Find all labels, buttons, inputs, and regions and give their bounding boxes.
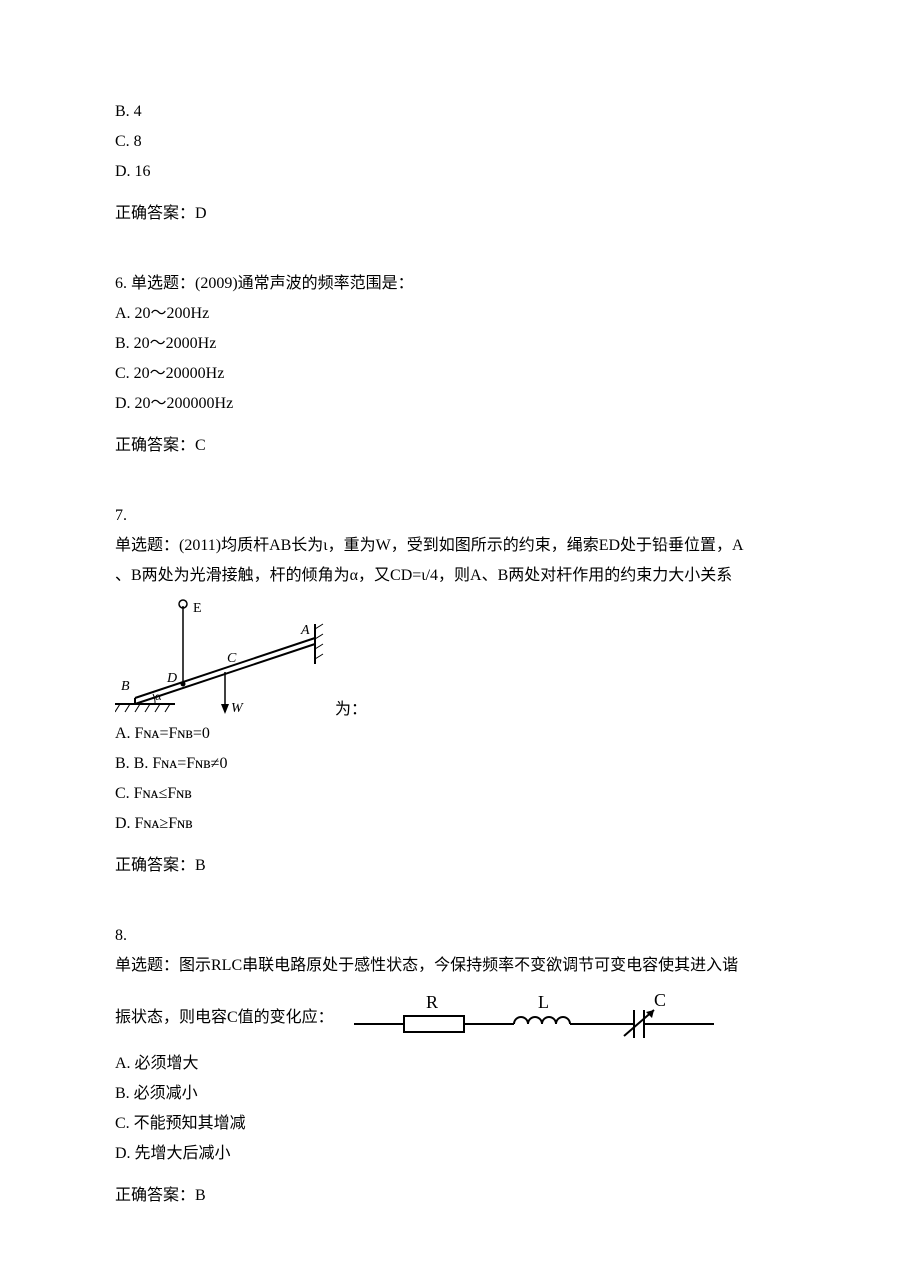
q-prev-option-c: C. 8	[115, 130, 805, 154]
q-prev-option-d: D. 16	[115, 160, 805, 184]
svg-text:A: A	[300, 623, 310, 638]
q8-option-c: C. 不能预知其增减	[115, 1112, 805, 1136]
q6-option-b: B. 20～2000Hz	[115, 332, 805, 356]
q6-stem: 6. 单选题：(2009)通常声波的频率范围是：	[115, 272, 805, 296]
q7-answer: 正确答案：B	[115, 854, 805, 878]
q8-option-d: D. 先增大后减小	[115, 1142, 805, 1166]
q7-option-c: C. Fɴᴀ≤Fɴʙ	[115, 782, 805, 806]
svg-text:α: α	[155, 689, 162, 703]
q6-option-d: D. 20～200000Hz	[115, 392, 805, 416]
q7-stem-line2: 、B两处为光滑接触，杆的倾角为α，又CD=ι/4，则A、B两处对杆作用的约束力大…	[115, 564, 805, 588]
q6-option-c: C. 20～20000Hz	[115, 362, 805, 386]
svg-text:C: C	[227, 651, 237, 666]
q7-diagram: E A B C D W α	[115, 594, 335, 722]
q-prev-option-b: B. 4	[115, 100, 805, 124]
q7-option-a: A. Fɴᴀ=Fɴʙ=0	[115, 722, 805, 746]
q8-stem-suffix: 振状态，则电容C值的变化应：	[115, 1006, 334, 1030]
q8-answer: 正确答案：B	[115, 1184, 805, 1208]
svg-text:R: R	[426, 992, 438, 1012]
q7-option-b: B. B. Fɴᴀ=Fɴʙ≠0	[115, 752, 805, 776]
svg-text:L: L	[538, 992, 549, 1012]
q8-option-a: A. 必须增大	[115, 1052, 805, 1076]
q7-header: 7.	[115, 504, 805, 528]
svg-text:E: E	[193, 601, 202, 616]
q8-diagram: R L C	[354, 984, 714, 1052]
svg-text:W: W	[231, 701, 244, 714]
q8-stem-line1: 单选题：图示RLC串联电路原处于感性状态，今保持频率不变欲调节可变电容使其进入谐	[115, 954, 805, 978]
q7-stem-suffix: 为：	[335, 698, 367, 722]
q7-option-d: D. Fɴᴀ≥Fɴʙ	[115, 812, 805, 836]
svg-text:C: C	[654, 990, 666, 1010]
svg-text:D: D	[166, 671, 177, 686]
svg-text:B: B	[121, 679, 130, 694]
q8-header: 8.	[115, 924, 805, 948]
q6-answer: 正确答案：C	[115, 434, 805, 458]
q8-option-b: B. 必须减小	[115, 1082, 805, 1106]
q6-option-a: A. 20～200Hz	[115, 302, 805, 326]
page: B. 4 C. 8 D. 16 正确答案：D 6. 单选题：(2009)通常声波…	[0, 0, 920, 1274]
q7-stem-line1: 单选题：(2011)均质杆AB长为ι，重为W，受到如图所示的约束，绳索ED处于铅…	[115, 534, 805, 558]
q-prev-answer: 正确答案：D	[115, 202, 805, 226]
